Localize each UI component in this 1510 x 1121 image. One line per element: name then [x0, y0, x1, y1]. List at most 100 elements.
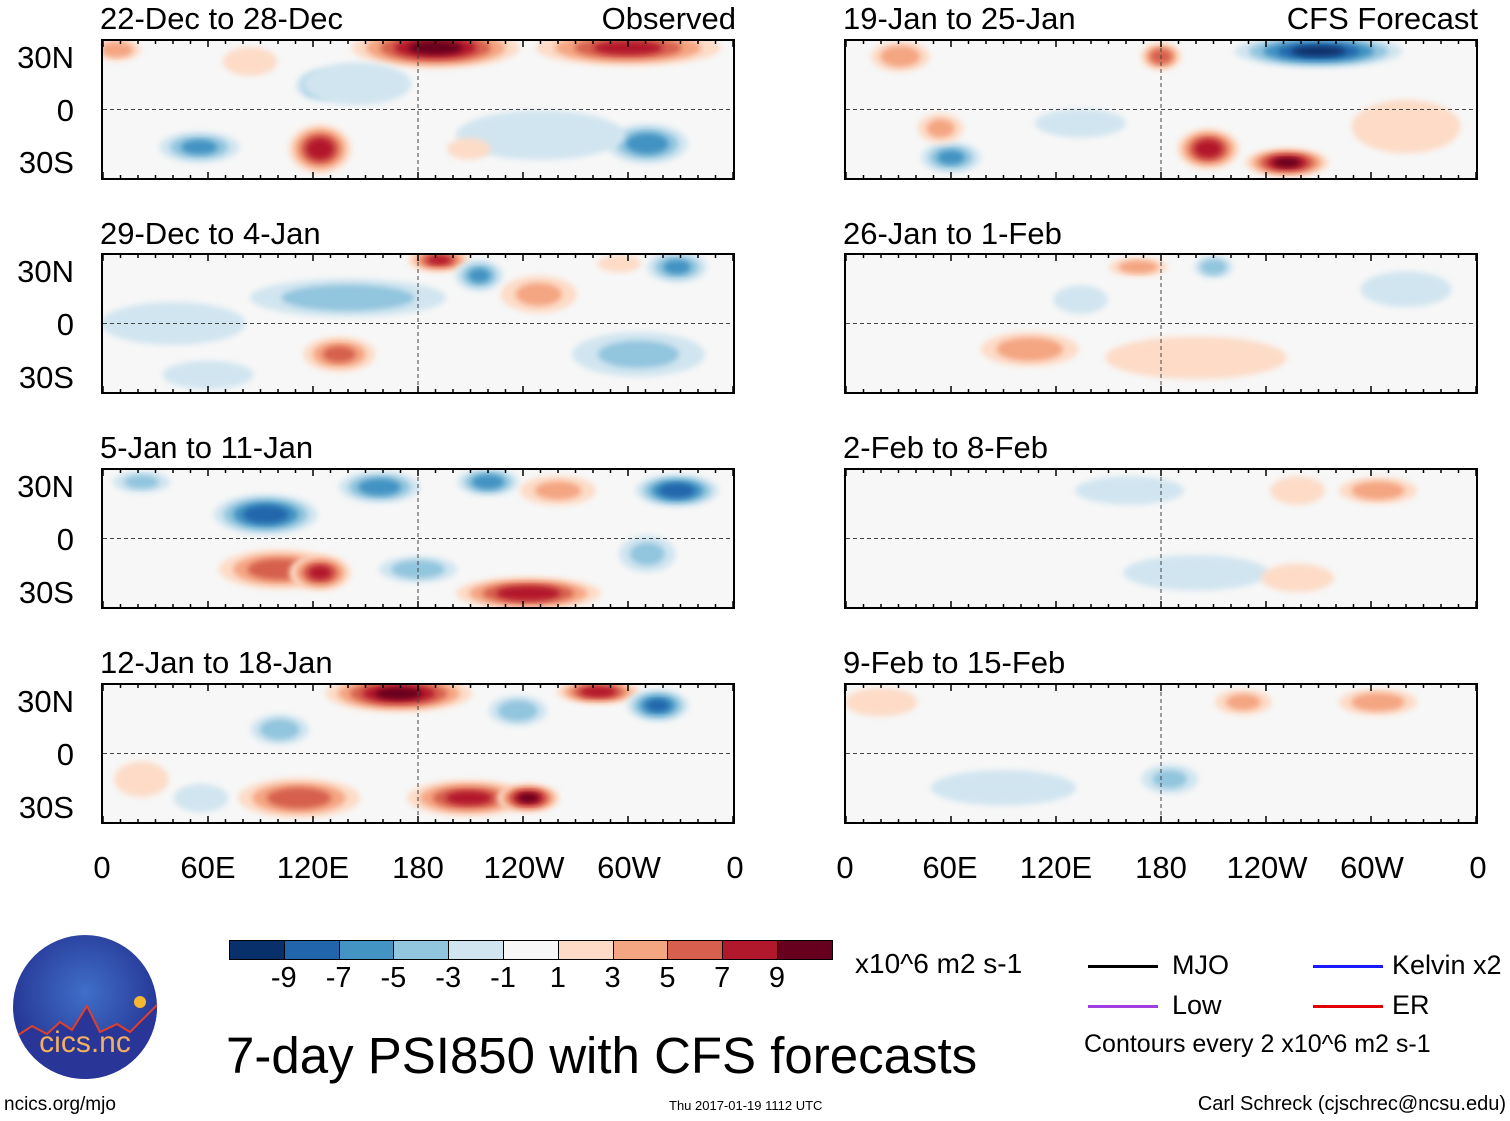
lat-tick-label: 30S: [18, 575, 74, 610]
legend-label: MJO: [1172, 950, 1229, 980]
colorbar-tick-label: -1: [490, 962, 516, 994]
legend-line-low: [1088, 1005, 1158, 1008]
map-panel: [844, 683, 1478, 824]
anomaly-contour: [114, 761, 169, 797]
lon-tick-label: 120W: [1226, 850, 1308, 885]
anomaly-contour: [658, 483, 696, 498]
anomaly-contour: [597, 340, 680, 368]
footer-url[interactable]: ncics.org/mjo: [4, 1094, 116, 1115]
anomaly-contour: [497, 700, 538, 722]
anomaly-contour: [103, 41, 133, 58]
map-panel: [844, 468, 1478, 609]
anomaly-contour: [468, 268, 491, 283]
anomaly-contour: [846, 687, 918, 717]
units-label: x10^6 m2 s-1: [855, 948, 1023, 979]
map-panel: [844, 39, 1478, 180]
colorbar-tick-label: 5: [659, 962, 676, 994]
lat-tick-label: 30S: [18, 360, 74, 395]
anomaly-contour: [173, 783, 229, 813]
lon-tick-label: 0: [726, 850, 744, 885]
legend-line-kelvin: [1313, 965, 1383, 968]
anomaly-contour: [1053, 285, 1108, 314]
colorbar-cell: [503, 940, 559, 960]
colorbar-cell: [777, 940, 833, 960]
lon-tick-label: 60W: [1340, 850, 1404, 885]
anomaly-contour: [625, 133, 669, 155]
colorbar-cell: [722, 940, 778, 960]
colorbar-tick-label: -3: [435, 962, 462, 994]
anomaly-contour: [222, 47, 278, 76]
anomaly-contour: [1360, 271, 1452, 308]
anomaly-contour: [937, 150, 965, 165]
colorbar-cell: [283, 940, 340, 960]
anomaly-contour: [1194, 139, 1222, 158]
map-panel: [101, 39, 735, 180]
anomaly-contour: [281, 284, 415, 311]
colorbar-tick-label: -7: [325, 962, 352, 994]
anomaly-contour: [446, 138, 491, 160]
panel-title: 22-Dec to 28-Dec: [100, 1, 343, 36]
lat-tick-label: 0: [56, 737, 74, 772]
anomaly-contour: [427, 255, 451, 265]
anomaly-contour: [1273, 157, 1301, 168]
anomaly-contour: [1200, 259, 1227, 275]
lon-tick-label: 0: [93, 850, 111, 885]
logo-text: cics.nc: [39, 1026, 131, 1059]
anomaly-contour: [1035, 108, 1126, 138]
colorbar-tick-label: -9: [270, 962, 297, 994]
map-panel: [101, 683, 735, 824]
map-panel: [844, 253, 1478, 394]
anomaly-contour: [629, 542, 665, 566]
anomaly-contour: [1105, 336, 1287, 380]
colorbar-cell: [393, 940, 450, 960]
legend-line-er: [1313, 1005, 1383, 1008]
map-panel: [101, 253, 735, 394]
panel-title: 2-Feb to 8-Feb: [843, 430, 1049, 465]
anomaly-contour: [515, 283, 562, 306]
legend-label: Low: [1172, 990, 1222, 1020]
lat-tick-label: 30S: [18, 790, 74, 825]
colorbar-cell: [557, 940, 614, 960]
colorbar-tick-label: 9: [768, 962, 786, 994]
lon-tick-label: 60W: [597, 850, 661, 885]
legend-label: Kelvin x2: [1392, 950, 1502, 980]
anomaly-contour: [302, 62, 412, 106]
colorbar-cell: [229, 940, 285, 960]
lat-tick-label: 0: [56, 522, 74, 557]
anomaly-contour: [646, 699, 670, 712]
anomaly-contour: [926, 119, 955, 138]
colorbar-cell: [612, 940, 669, 960]
anomaly-contour: [880, 46, 921, 67]
colorbar-cell: [448, 940, 504, 960]
anomaly-contour: [375, 687, 423, 700]
anomaly-contour: [930, 769, 1077, 806]
lat-tick-label: 30S: [18, 145, 74, 180]
colorbar-cell: [338, 940, 395, 960]
lon-tick-label: 180: [392, 850, 444, 885]
anomaly-contour: [162, 360, 254, 390]
anomaly-contour: [1225, 694, 1261, 711]
anomaly-contour: [1351, 99, 1461, 154]
lat-tick-label: 0: [56, 93, 74, 128]
lat-tick-label: 30N: [17, 40, 74, 75]
anomaly-contour: [1123, 554, 1269, 591]
lon-tick-label: 60E: [180, 850, 236, 885]
anomaly-contour: [259, 719, 300, 740]
colorbar-tick-label: 7: [714, 962, 731, 994]
colorbar-tick-label: 1: [549, 962, 566, 994]
anomaly-contour: [496, 586, 561, 601]
observed-label: Observed: [601, 1, 736, 36]
anomaly-contour: [358, 478, 401, 496]
contours-note: Contours every 2 x10^6 m2 s-1: [1084, 1030, 1431, 1058]
anomaly-contour: [518, 793, 539, 803]
anomaly-contour: [1152, 770, 1188, 789]
panel-title: 9-Feb to 15-Feb: [843, 645, 1066, 680]
lon-tick-label: 120E: [276, 850, 350, 885]
lat-tick-label: 0: [56, 307, 74, 342]
anomaly-contour: [243, 505, 289, 524]
panel-title: 29-Dec to 4-Jan: [100, 216, 321, 251]
anomaly-contour: [996, 337, 1063, 361]
anomaly-contour: [408, 41, 463, 55]
colorbar-tick-label: -5: [380, 962, 407, 994]
